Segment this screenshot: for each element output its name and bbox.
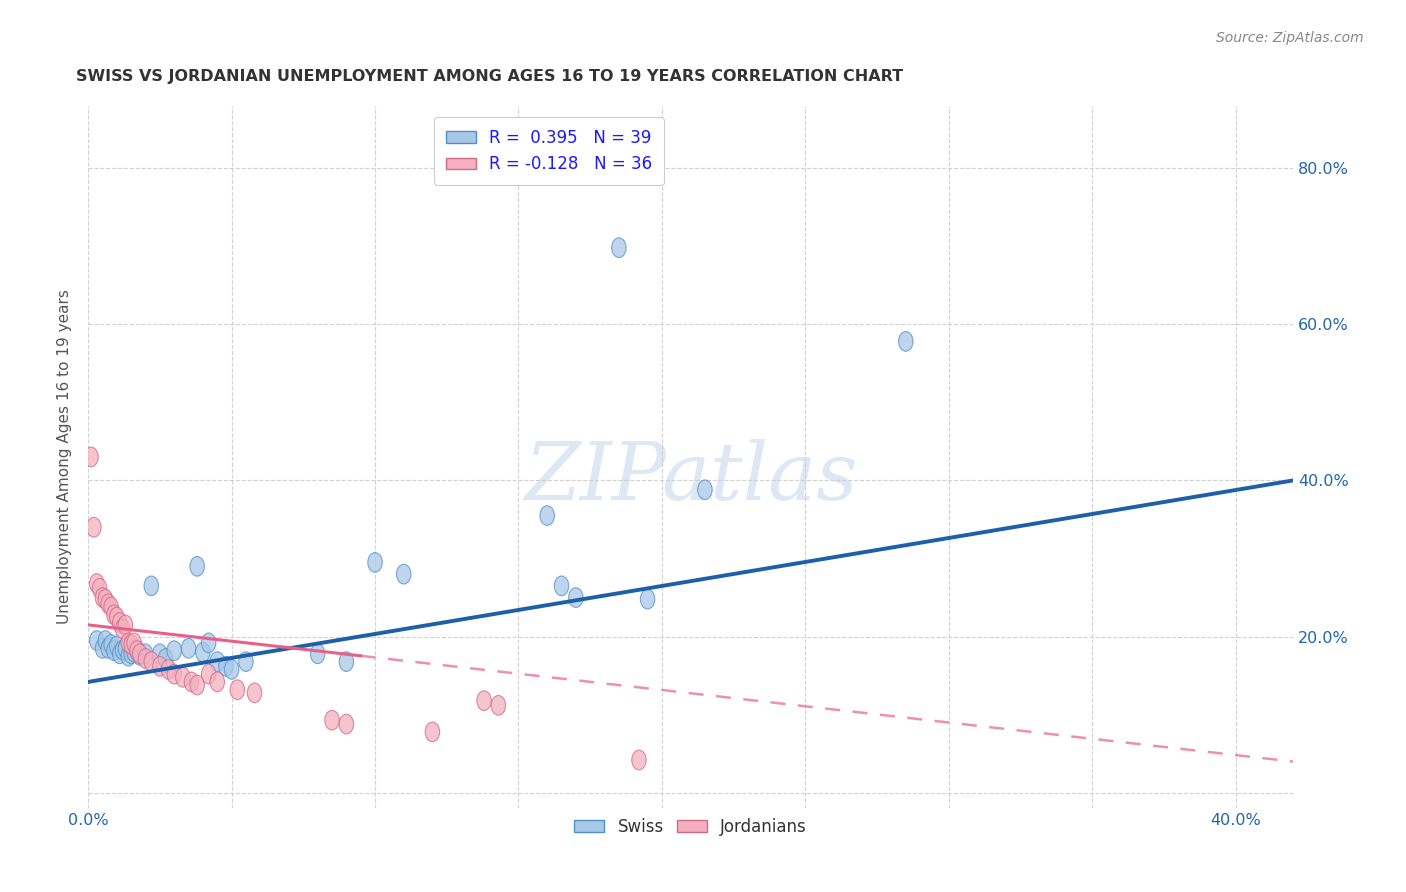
- Ellipse shape: [184, 672, 198, 692]
- Ellipse shape: [697, 480, 713, 500]
- Ellipse shape: [209, 672, 225, 692]
- Ellipse shape: [101, 639, 115, 658]
- Ellipse shape: [190, 557, 204, 576]
- Ellipse shape: [339, 714, 353, 734]
- Ellipse shape: [568, 588, 583, 607]
- Ellipse shape: [153, 644, 167, 664]
- Ellipse shape: [153, 657, 167, 676]
- Ellipse shape: [425, 722, 440, 742]
- Ellipse shape: [98, 631, 112, 650]
- Ellipse shape: [239, 652, 253, 672]
- Ellipse shape: [176, 667, 190, 687]
- Ellipse shape: [112, 613, 127, 632]
- Ellipse shape: [190, 675, 204, 695]
- Ellipse shape: [132, 644, 148, 664]
- Text: ZIPatlas: ZIPatlas: [524, 440, 858, 516]
- Ellipse shape: [540, 506, 554, 525]
- Ellipse shape: [124, 644, 138, 664]
- Ellipse shape: [143, 576, 159, 596]
- Ellipse shape: [167, 665, 181, 684]
- Ellipse shape: [247, 683, 262, 703]
- Ellipse shape: [124, 634, 138, 654]
- Ellipse shape: [201, 665, 217, 684]
- Ellipse shape: [311, 644, 325, 664]
- Ellipse shape: [84, 447, 98, 467]
- Ellipse shape: [101, 594, 115, 614]
- Ellipse shape: [129, 640, 145, 660]
- Ellipse shape: [167, 640, 181, 660]
- Ellipse shape: [631, 750, 647, 770]
- Ellipse shape: [93, 578, 107, 598]
- Ellipse shape: [110, 607, 124, 627]
- Ellipse shape: [110, 636, 124, 656]
- Ellipse shape: [396, 565, 411, 584]
- Ellipse shape: [115, 619, 129, 639]
- Ellipse shape: [162, 659, 176, 680]
- Ellipse shape: [118, 639, 132, 658]
- Ellipse shape: [209, 652, 225, 672]
- Ellipse shape: [159, 648, 173, 668]
- Ellipse shape: [143, 652, 159, 672]
- Text: SWISS VS JORDANIAN UNEMPLOYMENT AMONG AGES 16 TO 19 YEARS CORRELATION CHART: SWISS VS JORDANIAN UNEMPLOYMENT AMONG AG…: [76, 69, 903, 84]
- Ellipse shape: [554, 576, 569, 596]
- Ellipse shape: [138, 648, 153, 668]
- Ellipse shape: [98, 590, 112, 609]
- Ellipse shape: [96, 588, 110, 607]
- Ellipse shape: [231, 680, 245, 699]
- Ellipse shape: [90, 631, 104, 650]
- Ellipse shape: [640, 590, 655, 609]
- Y-axis label: Unemployment Among Ages 16 to 19 years: Unemployment Among Ages 16 to 19 years: [58, 290, 72, 624]
- Ellipse shape: [112, 644, 127, 664]
- Ellipse shape: [325, 710, 339, 730]
- Ellipse shape: [477, 690, 491, 711]
- Ellipse shape: [104, 634, 118, 654]
- Ellipse shape: [96, 639, 110, 658]
- Ellipse shape: [104, 597, 118, 616]
- Ellipse shape: [612, 238, 626, 258]
- Ellipse shape: [121, 633, 135, 653]
- Ellipse shape: [107, 605, 121, 624]
- Ellipse shape: [87, 517, 101, 537]
- Ellipse shape: [201, 633, 217, 653]
- Ellipse shape: [90, 574, 104, 593]
- Ellipse shape: [132, 646, 148, 665]
- Ellipse shape: [115, 640, 129, 660]
- Legend: Swiss, Jordanians: Swiss, Jordanians: [568, 811, 814, 842]
- Ellipse shape: [225, 659, 239, 680]
- Ellipse shape: [127, 633, 141, 653]
- Ellipse shape: [127, 642, 141, 662]
- Ellipse shape: [898, 332, 912, 351]
- Ellipse shape: [491, 696, 506, 715]
- Ellipse shape: [118, 615, 132, 635]
- Ellipse shape: [129, 640, 145, 660]
- Text: Source: ZipAtlas.com: Source: ZipAtlas.com: [1216, 31, 1364, 45]
- Ellipse shape: [218, 657, 233, 676]
- Ellipse shape: [195, 642, 209, 662]
- Ellipse shape: [121, 647, 135, 666]
- Ellipse shape: [138, 644, 153, 664]
- Ellipse shape: [107, 640, 121, 660]
- Ellipse shape: [181, 639, 195, 658]
- Ellipse shape: [368, 552, 382, 573]
- Ellipse shape: [339, 652, 353, 672]
